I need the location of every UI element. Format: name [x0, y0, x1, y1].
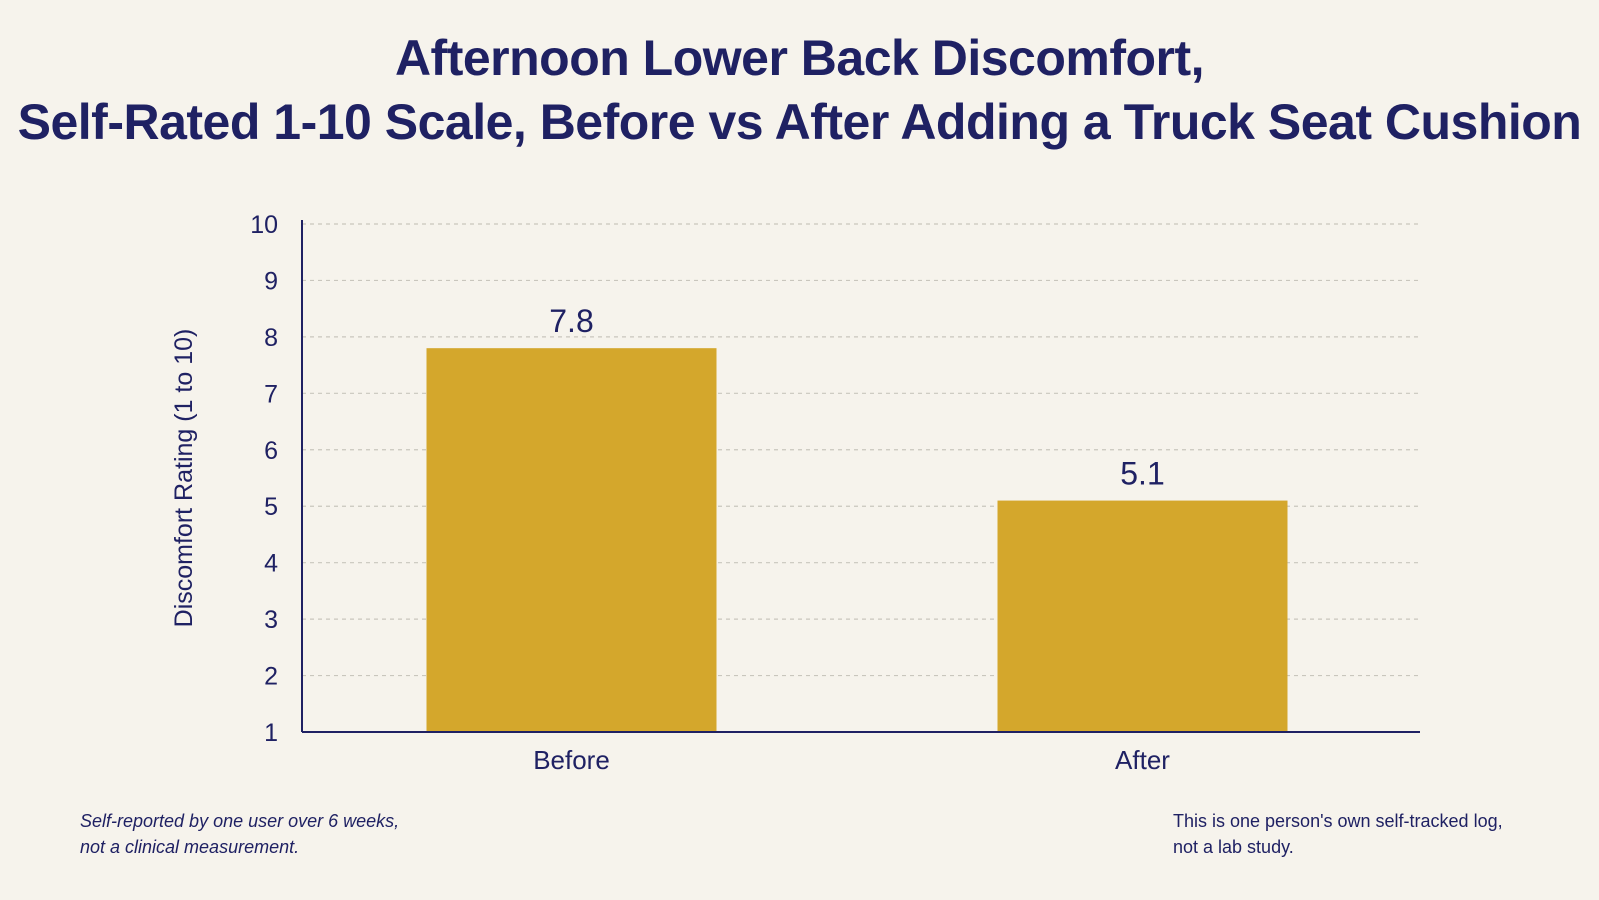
chart-title-line-1: Afternoon Lower Back Discomfort,: [394, 30, 1205, 86]
y-tick-label: 8: [264, 324, 278, 352]
y-tick-label: 1: [264, 719, 278, 747]
y-axis-title: Discomfort Rating (1 to 10): [170, 329, 198, 628]
y-tick-label: 10: [250, 211, 278, 239]
bar: [426, 348, 717, 732]
data-label: 7.8: [549, 303, 593, 339]
y-tick-label: 9: [264, 267, 278, 295]
y-tick-label: 5: [264, 493, 278, 521]
footnote-right-line-2: not a lab study.: [1173, 837, 1294, 857]
chart-title: Afternoon Lower Back Discomfort, Self-Ra…: [0, 26, 1599, 154]
x-tick-label: After: [1115, 745, 1170, 775]
y-tick-label: 2: [264, 663, 278, 691]
footnote-right-line-1: This is one person's own self-tracked lo…: [1173, 811, 1503, 831]
footnote-right: This is one person's own self-tracked lo…: [1173, 808, 1503, 860]
bar: [997, 500, 1288, 732]
y-tick-label: 3: [264, 606, 278, 634]
y-tick-label: 4: [264, 550, 278, 578]
chart-title-line-2: Self-Rated 1-10 Scale, Before vs After A…: [17, 94, 1582, 150]
y-tick-label: 6: [264, 437, 278, 465]
footnote-left-line-2: not a clinical measurement.: [80, 837, 300, 857]
y-tick-label: 7: [264, 380, 278, 408]
footnote-left: Self-reported by one user over 6 weeks, …: [80, 808, 399, 860]
footnote-left-line-1: Self-reported by one user over 6 weeks,: [80, 811, 400, 831]
data-label: 5.1: [1120, 456, 1164, 492]
x-tick-label: Before: [533, 745, 610, 775]
